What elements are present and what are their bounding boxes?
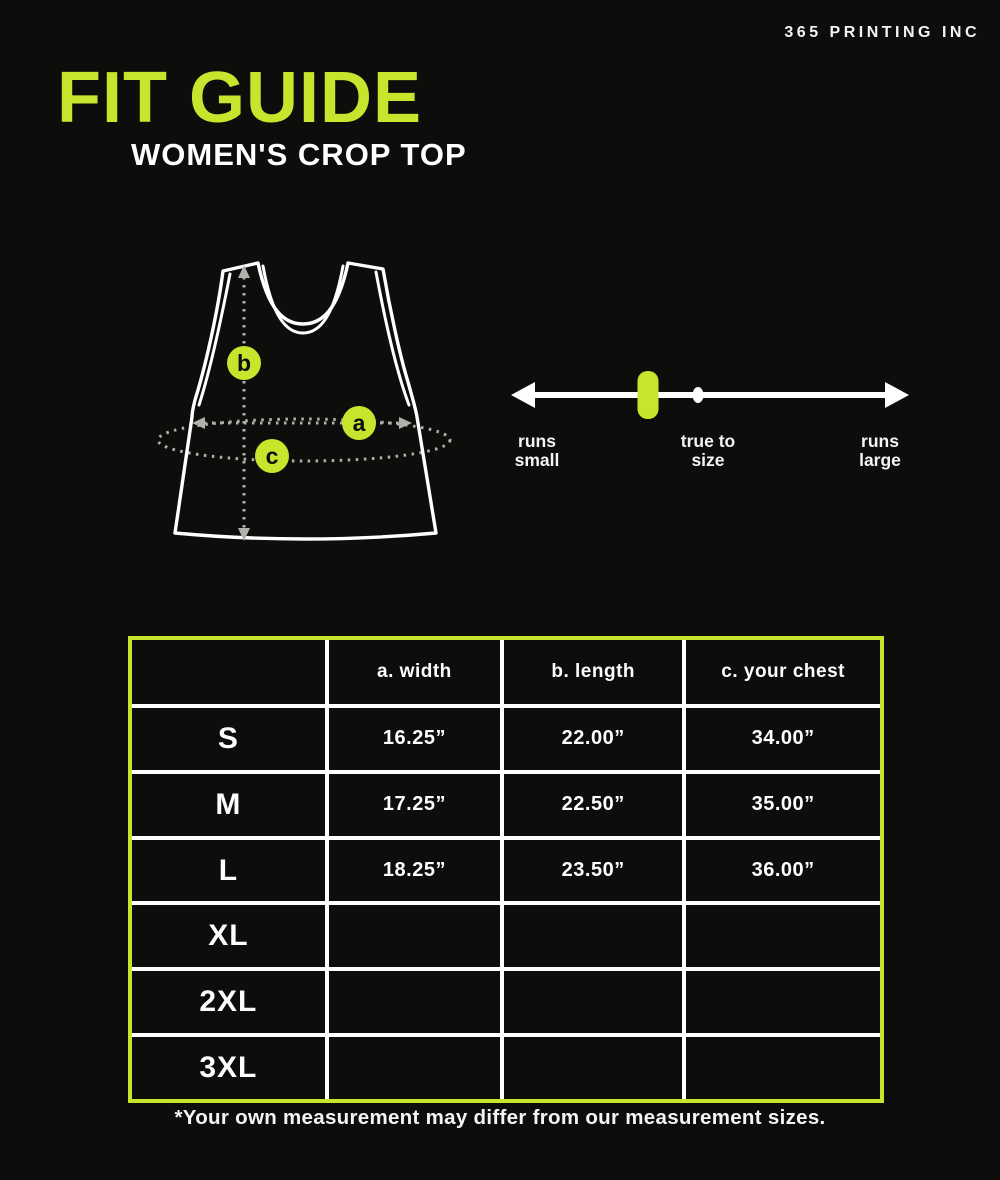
crop-top-diagram: b a c	[156, 261, 452, 541]
width-cell	[328, 971, 501, 1034]
chest-cell: 35.00”	[686, 773, 880, 836]
size-cell: L	[132, 839, 325, 902]
scale-arrow-right	[885, 382, 909, 408]
marker-b-label: b	[237, 350, 251, 376]
true-to-size-label: true to size	[638, 432, 778, 470]
right-armhole-seam	[374, 270, 411, 407]
brand-name: 365 PRINTING INC	[784, 24, 980, 41]
width-cell: 17.25”	[328, 773, 501, 836]
size-cell: 2XL	[132, 971, 325, 1034]
scale-arrow-left	[511, 382, 535, 408]
true-to-size-dot	[692, 387, 704, 403]
runs-small-line2: small	[514, 450, 560, 470]
header-cell-width: a. width	[328, 640, 501, 704]
size-cell: 3XL	[132, 1037, 325, 1099]
runs-large-label: runs large	[810, 432, 950, 470]
runs-large-line1: runs	[861, 431, 899, 451]
marker-c-circle	[255, 439, 289, 473]
size-table: a. width b. length c. your chest S 16.25…	[128, 636, 884, 1103]
size-cell: S	[132, 708, 325, 770]
fit-scale-arrow	[511, 371, 909, 419]
chest-cell: 36.00”	[686, 839, 880, 902]
true-to-size-line1: true to	[680, 431, 736, 451]
chest-cell	[686, 1037, 880, 1099]
length-cell	[504, 905, 683, 968]
header-cell-blank	[132, 640, 325, 704]
width-cell: 16.25”	[328, 708, 501, 770]
runs-large-line2: large	[859, 450, 901, 470]
marker-a-circle	[342, 406, 376, 440]
left-armhole-seam	[197, 272, 232, 407]
chest-cell: 34.00”	[686, 708, 880, 770]
width-measure-arrow-right	[399, 417, 412, 429]
collar-band-line	[261, 264, 345, 335]
width-cell	[328, 905, 501, 968]
true-to-size-line2: size	[691, 450, 725, 470]
length-cell: 22.00”	[504, 708, 683, 770]
chest-circumference-dashed-ellipse	[156, 417, 452, 463]
length-cell: 22.50”	[504, 773, 683, 836]
length-cell	[504, 1037, 683, 1099]
marker-a-label: a	[353, 410, 366, 436]
measurement-disclaimer: *Your own measurement may differ from ou…	[174, 1106, 826, 1129]
width-measure-arrow-left	[192, 417, 205, 429]
width-cell	[328, 1037, 501, 1099]
header-cell-length: b. length	[504, 640, 683, 704]
page-subtitle: WOMEN'S CROP TOP	[131, 137, 467, 172]
length-cell	[504, 971, 683, 1034]
tank-top-outline	[173, 261, 438, 541]
size-cell: XL	[132, 905, 325, 968]
runs-small-label: runs small	[467, 432, 607, 470]
marker-c-label: c	[266, 443, 279, 469]
header-cell-chest: c. your chest	[686, 640, 880, 704]
chest-cell	[686, 905, 880, 968]
length-measure-arrow-up	[238, 265, 250, 278]
marker-b-circle	[227, 346, 261, 380]
fit-scale: runs small true to size runs large	[505, 368, 915, 488]
page-title: FIT GUIDE	[57, 58, 422, 138]
fit-indicator-pill	[637, 371, 659, 419]
runs-small-line1: runs	[518, 431, 556, 451]
length-cell: 23.50”	[504, 839, 683, 902]
length-measure-arrow-down	[238, 528, 250, 541]
chest-cell	[686, 971, 880, 1034]
size-cell: M	[132, 773, 325, 836]
width-cell: 18.25”	[328, 839, 501, 902]
